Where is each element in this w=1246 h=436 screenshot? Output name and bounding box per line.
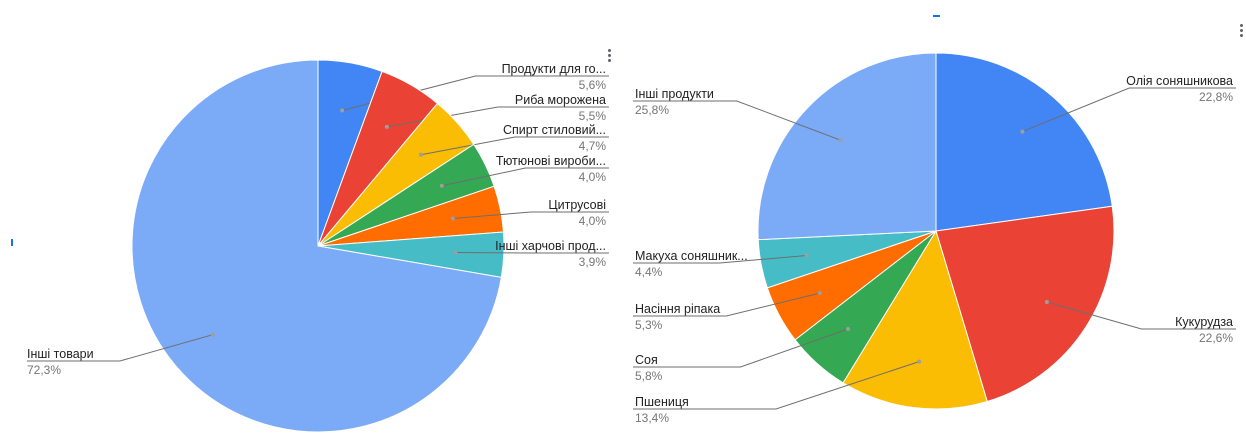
chart-2-slice-percent-4: 5,8% — [635, 369, 663, 383]
chart-2-leader-line-7 — [633, 100, 841, 141]
chart-1-slice-label-2: Риба морожена — [515, 93, 606, 107]
chart-2-leader-line-2 — [1046, 301, 1236, 330]
chart-1-slice-label-3: Спирт стиловий... — [503, 123, 606, 137]
chart-2-pie-slice-2[interactable] — [935, 205, 1115, 403]
chart-2-slice-percent-5: 5,3% — [635, 318, 663, 332]
chart-2-pie-slice-1[interactable] — [935, 52, 1113, 232]
chart-2-leader-line-6 — [633, 255, 807, 264]
chart-2-pie-slice-7[interactable] — [757, 52, 937, 241]
chart-1-leader-line-7 — [27, 334, 213, 362]
chart-1-slice-percent-7: 72,3% — [27, 363, 61, 377]
chart-1-slice-label-6: Інші харчові прод... — [495, 239, 606, 253]
chart-2-slice-label-3: Пшениця — [635, 395, 689, 409]
right-pie-chart: Олія соняшникова 22,8% Кукурудза 22,6% Пшени… — [633, 52, 1236, 425]
left-chart-panel: Продукти для го... 5,6% Риба морожена 5,5% С… — [0, 0, 620, 436]
chart-1-leader-line-3 — [420, 136, 609, 156]
chart-1-slice-label-7: Інші товари — [27, 347, 94, 361]
chart-1-slice-label-5: Цитрусові — [548, 198, 606, 212]
chart-1-leader-dot-1 — [340, 108, 345, 113]
chart-2-slice-percent-7: 25,8% — [635, 103, 669, 117]
chart-2-leader-line-4 — [633, 328, 849, 368]
chart-2-leader-dot-3 — [917, 359, 922, 364]
chart-2-leader-line-1 — [1022, 87, 1236, 133]
chart-2-slice-label-6: Макуха соняшник... — [635, 249, 748, 263]
left-pie-chart: Продукти для го... 5,6%Риба морожена 5,5%С… — [27, 59, 609, 433]
chart-2-leader-dot-1 — [1020, 129, 1025, 134]
chart-2-slice-percent-3: 13,4% — [635, 411, 669, 425]
chart-1-leader-line-5 — [452, 211, 609, 219]
chart-2-slice-percent-6: 4,4% — [635, 265, 663, 279]
chart-2-leader-dot-2 — [1044, 300, 1049, 304]
chart-1-slice-percent-6: 3,9% — [579, 255, 607, 269]
chart-1-slice-percent-1: 5,6% — [579, 78, 607, 92]
right-chart-panel: Олія соняшникова 22,8% Кукурудза 22,6% Пшени… — [620, 0, 1246, 436]
chart-2-leader-line-3 — [633, 361, 920, 410]
chart-2-slice-label-7: Інші продукти — [635, 87, 714, 101]
chart-2-pie-slice-3[interactable] — [842, 229, 988, 410]
chart-2-leader-dot-4 — [846, 327, 850, 331]
chart-1-leader-line-6 — [455, 252, 609, 254]
chart-1-leader-dot-5 — [450, 216, 455, 221]
blue-marker-top — [933, 15, 940, 17]
left-chart-menu-icon[interactable] — [606, 49, 612, 64]
chart-1-leader-dot-3 — [419, 152, 423, 157]
chart-1-slice-percent-3: 4,7% — [579, 139, 607, 153]
chart-2-slice-percent-1: 22,8% — [1199, 90, 1233, 104]
chart-1-slice-percent-2: 5,5% — [579, 109, 607, 123]
chart-2-leader-line-5 — [633, 292, 821, 317]
chart-2-slice-percent-2: 22,6% — [1199, 331, 1233, 345]
chart-2-leader-dot-7 — [838, 138, 843, 143]
chart-1-slice-percent-4: 4,0% — [579, 170, 607, 184]
chart-1-slice-label-4: Тютюнові вироби... — [496, 154, 606, 168]
chart-1-leader-dot-4 — [439, 183, 444, 188]
chart-2-slice-label-1: Олія соняшникова — [1126, 74, 1233, 88]
blue-marker-left — [11, 239, 13, 246]
chart-1-leader-dot-6 — [453, 250, 458, 255]
chart-2-slice-label-2: Кукурудза — [1175, 315, 1233, 329]
chart-2-leader-dot-5 — [817, 291, 822, 296]
chart-1-leader-dot-7 — [210, 332, 215, 337]
chart-1-slice-percent-5: 4,0% — [579, 214, 607, 228]
chart-1-leader-dot-2 — [384, 124, 389, 129]
chart-2-slice-label-5: Насіння ріпака — [635, 302, 720, 316]
chart-1-slice-label-1: Продукти для го... — [502, 62, 606, 76]
chart-1-pie-slice-7[interactable] — [131, 59, 502, 433]
right-chart-menu-icon[interactable] — [1238, 24, 1244, 39]
chart-1-leader-line-4 — [441, 167, 609, 187]
chart-2-slice-label-4: Соя — [635, 353, 658, 367]
chart-2-leader-dot-6 — [804, 253, 809, 258]
